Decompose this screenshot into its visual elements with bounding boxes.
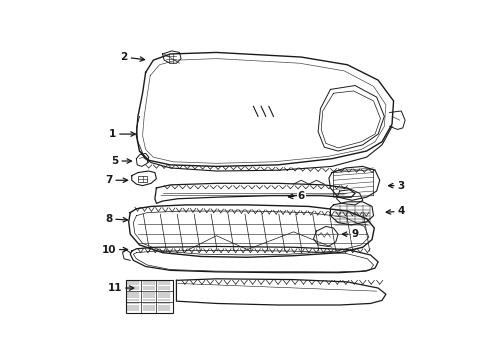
Bar (138, 176, 147, 182)
Text: 10: 10 (101, 244, 127, 255)
Text: 11: 11 (108, 283, 134, 293)
Text: 2: 2 (121, 52, 145, 62)
Text: 1: 1 (109, 129, 135, 139)
Text: 8: 8 (105, 214, 127, 224)
Bar (125, 280, 173, 313)
Text: 5: 5 (111, 156, 131, 166)
Text: 4: 4 (386, 206, 405, 216)
Text: 3: 3 (389, 181, 405, 191)
Text: 7: 7 (105, 175, 127, 185)
Text: 9: 9 (343, 229, 359, 239)
Text: 6: 6 (289, 191, 305, 201)
